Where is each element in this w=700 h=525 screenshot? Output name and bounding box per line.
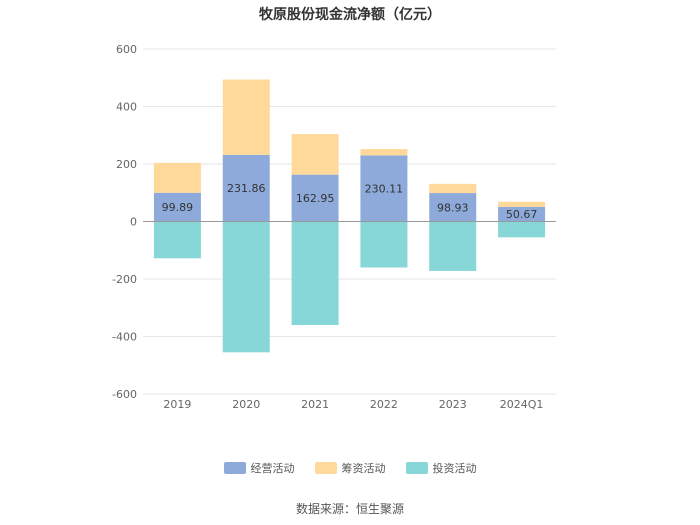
bar-operating [153, 192, 201, 222]
y-tick-label: -600 [112, 388, 137, 401]
bar-operating [222, 154, 270, 222]
x-tick-label: 2021 [301, 398, 329, 411]
legend-label-operating: 经营活动 [250, 462, 295, 475]
data-label: 162.95 [296, 192, 335, 205]
data-label: 98.93 [437, 201, 469, 214]
data-label: 231.86 [227, 182, 266, 195]
bar-investing [429, 221, 477, 271]
legend: 经营活动 筹资活动 投资活动 [0, 460, 700, 476]
y-tick-label: -400 [112, 331, 137, 344]
y-tick-label: 200 [116, 158, 137, 171]
legend-swatch-operating [223, 462, 246, 474]
bar-financing [153, 162, 201, 193]
bar-financing [360, 149, 408, 156]
bar-operating [498, 206, 546, 222]
data-label: 99.89 [162, 201, 194, 214]
bar-investing [222, 221, 270, 353]
chart-title: 牧原股份现金流净额（亿元） [259, 7, 441, 23]
bar-operating [429, 193, 477, 222]
legend-item-investing[interactable]: 投资活动 [405, 460, 477, 476]
x-tick-label: 2023 [439, 398, 467, 411]
bar-financing [222, 79, 270, 155]
legend-swatch-investing [405, 462, 428, 474]
y-tick-label: 0 [130, 216, 137, 229]
data-label: 230.11 [365, 182, 404, 195]
bar-investing [291, 221, 339, 325]
bar-investing [360, 221, 408, 268]
bar-investing [153, 221, 201, 259]
x-tick-label: 2020 [232, 398, 260, 411]
legend-item-operating[interactable]: 经营活动 [223, 460, 295, 476]
x-tick-label: 2019 [163, 398, 191, 411]
bar-financing [498, 201, 546, 207]
bar-financing [291, 134, 339, 175]
bar-financing [429, 183, 477, 194]
bar-investing [498, 221, 546, 238]
legend-item-financing[interactable]: 筹资活动 [314, 460, 386, 476]
bar-operating [360, 155, 408, 222]
y-tick-label: 600 [116, 43, 137, 56]
legend-label-financing: 筹资活动 [341, 462, 386, 475]
bar-operating [291, 174, 339, 222]
x-tick-label: 2022 [370, 398, 398, 411]
source-note: 数据来源：恒生聚源 [295, 502, 404, 516]
legend-label-investing: 投资活动 [432, 462, 477, 475]
data-label: 50.67 [506, 208, 538, 221]
x-tick-label: 2024Q1 [500, 398, 544, 411]
y-tick-label: 400 [116, 101, 137, 114]
legend-swatch-financing [314, 462, 337, 474]
y-tick-label: -200 [112, 273, 137, 286]
